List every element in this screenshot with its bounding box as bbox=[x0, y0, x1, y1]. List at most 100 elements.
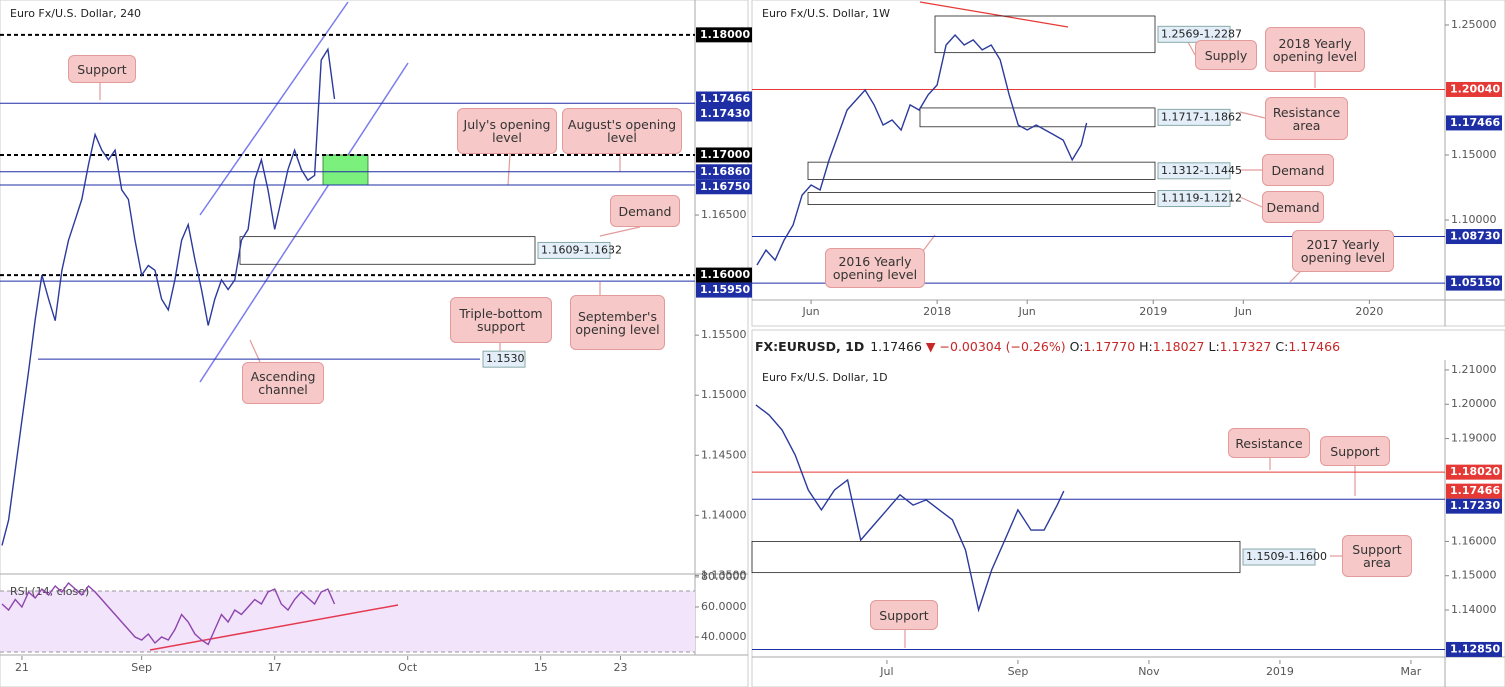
price-label: 1.17000 bbox=[700, 148, 750, 161]
zone bbox=[807, 161, 1156, 180]
callout: Triple-bottom support bbox=[450, 297, 552, 343]
zone-label-bg bbox=[1157, 162, 1231, 180]
callout: 2017 Yearly opening level bbox=[1292, 230, 1394, 272]
y-tick-label: 1.15000 bbox=[1451, 148, 1497, 161]
price-label: 1.16750 bbox=[700, 180, 750, 193]
quote-key: O: bbox=[1069, 339, 1084, 354]
callout: August's opening level bbox=[562, 108, 682, 154]
callout: 2016 Yearly opening level bbox=[825, 248, 925, 288]
price-label-bg bbox=[696, 27, 752, 43]
zone-label: 1.1119-1.1212 bbox=[1161, 192, 1242, 205]
zone-label: 1.1717-1.1862 bbox=[1161, 110, 1242, 123]
x-tick-label: Oct bbox=[398, 661, 418, 674]
y-tick-label: 40.0000 bbox=[701, 630, 747, 643]
y-tick-label: 1.20000 bbox=[1451, 397, 1497, 410]
quote-value: 1.17466 bbox=[1288, 339, 1341, 354]
quote-value: 1.17327 bbox=[1219, 339, 1272, 354]
callout: Supply bbox=[1195, 40, 1257, 70]
y-tick-label: 1.10000 bbox=[1451, 213, 1497, 226]
zone-label-bg bbox=[1242, 548, 1316, 566]
price-label: 1.17230 bbox=[1450, 499, 1500, 512]
price-label: 1.05150 bbox=[1450, 276, 1500, 289]
level-label-bg bbox=[482, 350, 526, 368]
price-label-bg bbox=[1446, 483, 1502, 499]
callout: Demand bbox=[610, 195, 680, 227]
quote-value: 1.17770 bbox=[1083, 339, 1136, 354]
callout: Resistance area bbox=[1265, 97, 1348, 140]
price-label: 1.16860 bbox=[700, 165, 750, 178]
price-label-bg bbox=[1446, 229, 1502, 245]
callout: July's opening level bbox=[457, 108, 557, 154]
price-label: 1.17430 bbox=[700, 107, 750, 120]
price-label-bg bbox=[696, 147, 752, 163]
y-tick-label: 1.14000 bbox=[701, 508, 747, 521]
price-label: 1.15950 bbox=[700, 283, 750, 296]
x-tick-label: 21 bbox=[15, 661, 29, 674]
callout: September's opening level bbox=[570, 295, 665, 350]
y-tick-label: 80.0000 bbox=[701, 570, 747, 583]
trend-line bbox=[919, 1, 1069, 28]
price-label-bg bbox=[1446, 81, 1502, 97]
quote-key: C: bbox=[1275, 339, 1289, 354]
y-tick-label: 1.19000 bbox=[1451, 432, 1497, 445]
rsi-label: RSI (14, close) bbox=[10, 585, 89, 598]
callout: Resistance bbox=[1228, 428, 1310, 458]
price-line bbox=[756, 33, 1088, 266]
zone-label-bg bbox=[537, 241, 611, 259]
x-tick-label: Sep bbox=[131, 661, 152, 674]
x-tick-label: 2020 bbox=[1355, 305, 1383, 318]
price-label: 1.17466 bbox=[1450, 484, 1500, 497]
quote-value: 1.18027 bbox=[1152, 339, 1205, 354]
quote-header: FX:EURUSD, 1D 1.17466 ▼ −0.00304 (−0.26%) O:… bbox=[755, 339, 1344, 354]
zone-label: 1.1312-1.1445 bbox=[1161, 164, 1242, 177]
price-label-bg bbox=[1446, 498, 1502, 514]
price-label-bg bbox=[1446, 641, 1502, 657]
channel-line bbox=[199, 62, 409, 383]
x-tick-label: 15 bbox=[534, 661, 548, 674]
y-tick-label: 1.21000 bbox=[1451, 363, 1497, 376]
price-label-bg bbox=[696, 267, 752, 283]
price-label: 1.12850 bbox=[1450, 642, 1500, 655]
chart-title: Euro Fx/U.S. Dollar, 1D bbox=[762, 371, 888, 384]
y-tick-label: 1.14500 bbox=[701, 448, 747, 461]
level-label: 1.1530 bbox=[486, 352, 525, 365]
price-label-bg bbox=[696, 164, 752, 180]
zone bbox=[807, 192, 1156, 205]
x-tick-label: Jun bbox=[1234, 305, 1252, 318]
x-tick-label: Jun bbox=[801, 305, 819, 318]
trend-line bbox=[149, 604, 399, 651]
y-tick-label: 1.13500 bbox=[701, 568, 747, 581]
x-tick-label: 23 bbox=[614, 661, 628, 674]
zone-label-bg bbox=[1157, 25, 1231, 43]
x-tick-label: 2019 bbox=[1266, 665, 1294, 678]
price-label-bg bbox=[696, 179, 752, 195]
x-tick-label: 17 bbox=[268, 661, 282, 674]
price-line bbox=[1, 47, 336, 546]
price-label-bg bbox=[1446, 464, 1502, 480]
x-tick-label: 2018 bbox=[923, 305, 951, 318]
price-label-bg bbox=[1446, 275, 1502, 291]
callout: 2018 Yearly opening level bbox=[1265, 27, 1365, 72]
price-label: 1.16000 bbox=[700, 268, 750, 281]
price-label-bg bbox=[696, 91, 752, 107]
y-tick-label: 1.25000 bbox=[1451, 18, 1497, 31]
rsi-line bbox=[1, 581, 336, 646]
zone-label: 1.1609-1.1632 bbox=[541, 243, 622, 256]
x-tick-label: Nov bbox=[1138, 665, 1160, 678]
y-tick-label: 1.16500 bbox=[701, 208, 747, 221]
y-tick-label: 1.15000 bbox=[1451, 569, 1497, 582]
zone bbox=[322, 154, 369, 186]
zone bbox=[751, 541, 1241, 574]
chart-title: Euro Fx/U.S. Dollar, 240 bbox=[10, 7, 141, 20]
rsi-band bbox=[0, 591, 695, 652]
quote-key: L: bbox=[1208, 339, 1220, 354]
price-label-bg bbox=[696, 106, 752, 122]
y-tick-label: 1.15000 bbox=[701, 388, 747, 401]
callout: Support bbox=[870, 600, 938, 630]
x-tick-label: Jun bbox=[1018, 305, 1036, 318]
y-tick-label: 1.16000 bbox=[1451, 534, 1497, 547]
price-label: 1.18000 bbox=[700, 28, 750, 41]
x-tick-label: Jul bbox=[879, 665, 893, 678]
price-label: 1.18020 bbox=[1450, 465, 1500, 478]
